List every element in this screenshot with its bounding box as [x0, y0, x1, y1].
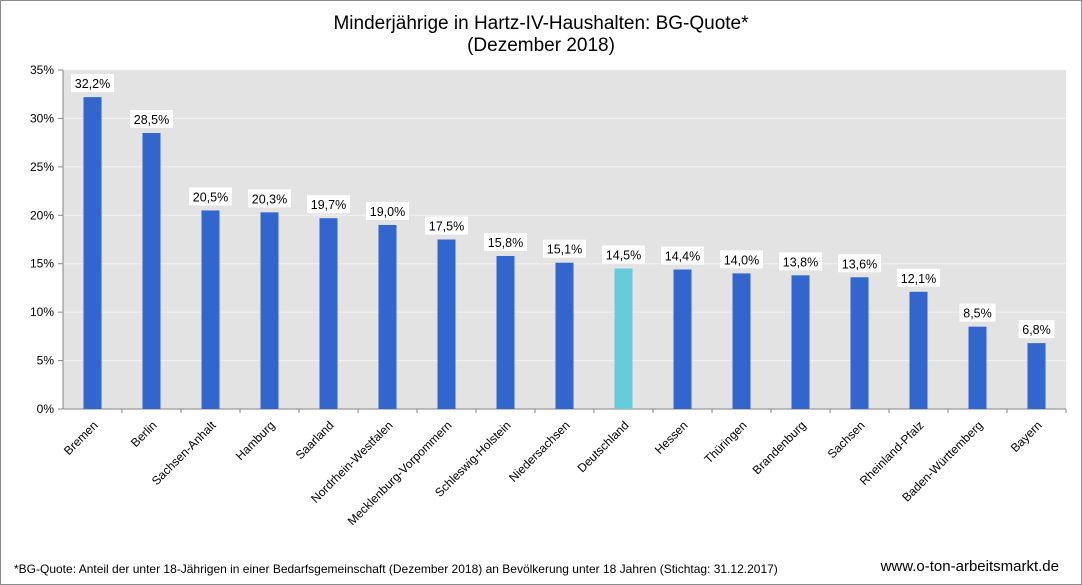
data-label: 14,0% [724, 253, 759, 267]
data-label-box [897, 268, 940, 287]
x-tick-label: Bremen [61, 418, 101, 458]
x-tick-label: Thüringen [702, 418, 750, 466]
data-label: 14,4% [665, 250, 700, 264]
data-label: 13,6% [842, 257, 877, 271]
data-label-box [602, 245, 645, 264]
data-label-box [366, 201, 409, 220]
data-label-box [189, 187, 232, 206]
data-label: 17,5% [429, 220, 464, 234]
bar [673, 269, 692, 409]
bar [968, 326, 987, 409]
data-label: 8,5% [963, 307, 992, 321]
bar [909, 291, 928, 409]
bar [378, 224, 397, 409]
chart-title-main: Minderjährige in Hartz-IV-Haushalten: BG… [333, 13, 749, 34]
bar [614, 268, 633, 409]
bar [260, 212, 279, 409]
bar [791, 275, 810, 409]
data-label: 20,5% [193, 190, 228, 204]
y-tick-label: 10% [30, 305, 54, 319]
data-label-box [307, 195, 350, 214]
x-tick-label: Hessen [652, 418, 691, 457]
data-label-box [838, 254, 881, 273]
data-label-box [959, 303, 996, 322]
x-tick-label: Niedersachsen [506, 418, 573, 485]
y-tick-label: 0% [37, 402, 55, 416]
data-label: 6,8% [1022, 323, 1051, 337]
chart-title: Minderjährige in Hartz-IV-Haushalten: BG… [1, 13, 1081, 57]
y-tick-label: 35% [30, 63, 54, 77]
data-label: 15,1% [547, 243, 582, 257]
x-tick-label: Deutschland [575, 418, 632, 475]
data-label: 12,1% [901, 272, 936, 286]
data-label: 20,3% [252, 192, 287, 206]
x-tick-label: Sachsen [825, 418, 868, 461]
y-tick-label: 20% [30, 208, 54, 222]
bar [201, 210, 220, 409]
data-label: 28,5% [134, 113, 169, 127]
bar [319, 218, 338, 409]
data-label: 19,0% [370, 205, 405, 219]
bar [850, 277, 869, 409]
y-tick-label: 15% [30, 257, 54, 271]
data-label: 19,7% [311, 198, 346, 212]
x-tick-label: Saarland [293, 418, 337, 462]
data-label-box [661, 246, 704, 265]
y-tick-label: 30% [30, 111, 54, 125]
data-label: 14,5% [606, 249, 641, 263]
data-label-box [71, 74, 114, 93]
data-label: 13,8% [783, 255, 818, 269]
bar [437, 239, 456, 409]
data-label-box [484, 232, 527, 251]
bar [1027, 343, 1046, 409]
bar [83, 97, 102, 410]
bar [732, 273, 751, 409]
data-label-box [779, 252, 822, 271]
bar [555, 262, 574, 409]
source-credit: www.o-ton-arbeitsmarkt.de [880, 558, 1059, 575]
x-tick-label: Mecklenburg-Vorpommern [345, 418, 455, 528]
data-label-box [248, 189, 291, 208]
x-tick-label: Berlin [128, 418, 160, 450]
data-label-box [720, 250, 763, 269]
data-label-box [130, 109, 173, 128]
y-tick-label: 25% [30, 160, 54, 174]
data-label-box [425, 216, 468, 235]
chart-subtitle: (Dezember 2018) [467, 35, 615, 56]
data-label-box [1018, 320, 1055, 339]
data-label-box [543, 239, 586, 258]
y-tick-label: 5% [37, 354, 55, 368]
x-tick-label: Hamburg [233, 418, 278, 463]
bar [142, 132, 161, 409]
x-tick-label: Brandenburg [750, 418, 809, 477]
data-label: 32,2% [75, 77, 110, 91]
bar [496, 255, 515, 409]
x-tick-label: Bayern [1008, 418, 1045, 455]
data-label: 15,8% [488, 236, 523, 250]
footnote: *BG-Quote: Anteil der unter 18-Jährigen … [14, 562, 778, 576]
